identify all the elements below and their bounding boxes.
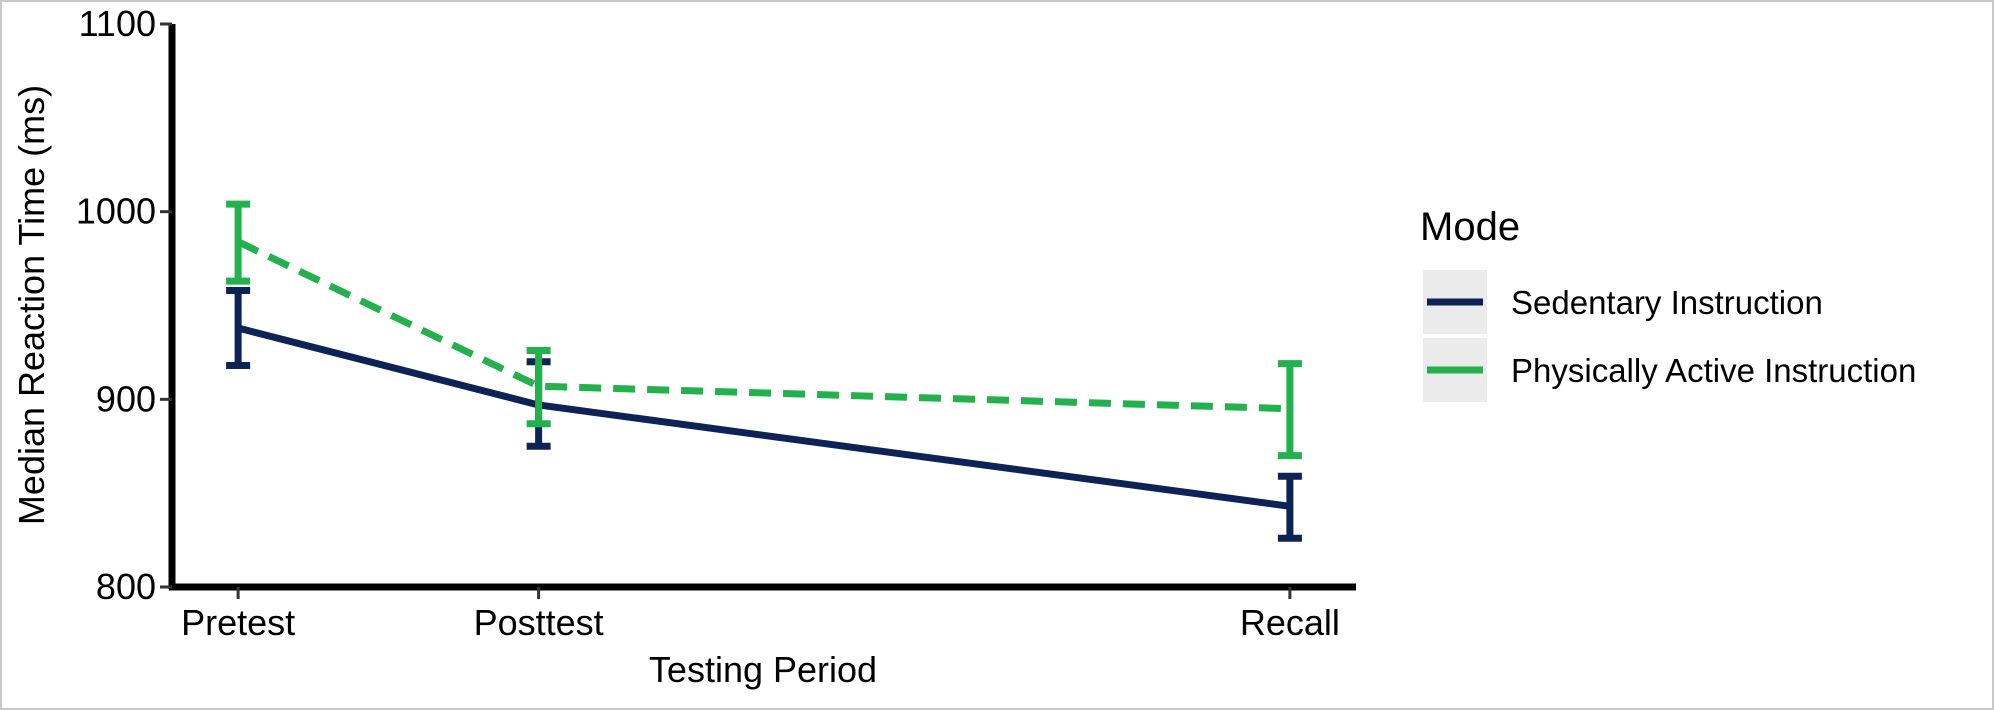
- data-point: [1286, 503, 1293, 510]
- y-tick-label: 900: [96, 378, 156, 419]
- data-point: [1286, 405, 1293, 412]
- error-bar: [1277, 472, 1302, 542]
- series-sedentary: [226, 286, 1302, 542]
- legend: Mode Sedentary Instruction Physically Act…: [1420, 205, 1916, 402]
- error-bar: [526, 347, 551, 428]
- legend-label: Physically Active Instruction: [1511, 352, 1916, 389]
- x-tick-label: Recall: [1240, 602, 1340, 643]
- series-layer: [226, 200, 1302, 542]
- series-line: [237, 324, 1291, 510]
- legend-title: Mode: [1420, 205, 1520, 249]
- y-axis-title: Median Reaction Time (ms): [11, 85, 52, 525]
- legend-label: Sedentary Instruction: [1511, 284, 1823, 321]
- error-bar: [226, 286, 251, 370]
- x-tick-label: Pretest: [181, 602, 295, 643]
- legend-item: Physically Active Instruction: [1423, 338, 1916, 402]
- axes: 800 900 1000 1100 Pretest Posttest Recall: [76, 3, 1356, 643]
- y-tick-label: 1000: [76, 191, 156, 232]
- error-bar: [1277, 360, 1302, 460]
- x-axis-title: Testing Period: [649, 649, 877, 690]
- y-tick-label: 1100: [79, 3, 156, 44]
- series-physically-active: [226, 200, 1302, 460]
- error-bar: [226, 200, 251, 285]
- data-point: [235, 238, 242, 245]
- legend-item: Sedentary Instruction: [1423, 270, 1823, 334]
- data-point: [235, 325, 242, 332]
- data-point: [535, 383, 542, 390]
- series-line: [236, 238, 1290, 413]
- y-tick-label: 800: [96, 566, 156, 607]
- x-tick-label: Posttest: [474, 602, 604, 643]
